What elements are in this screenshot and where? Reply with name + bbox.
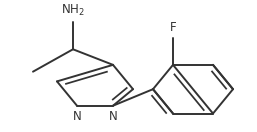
Text: NH$_2$: NH$_2$ [61, 3, 85, 18]
Text: F: F [170, 21, 176, 34]
Text: N: N [73, 110, 81, 123]
Text: N: N [109, 110, 117, 123]
